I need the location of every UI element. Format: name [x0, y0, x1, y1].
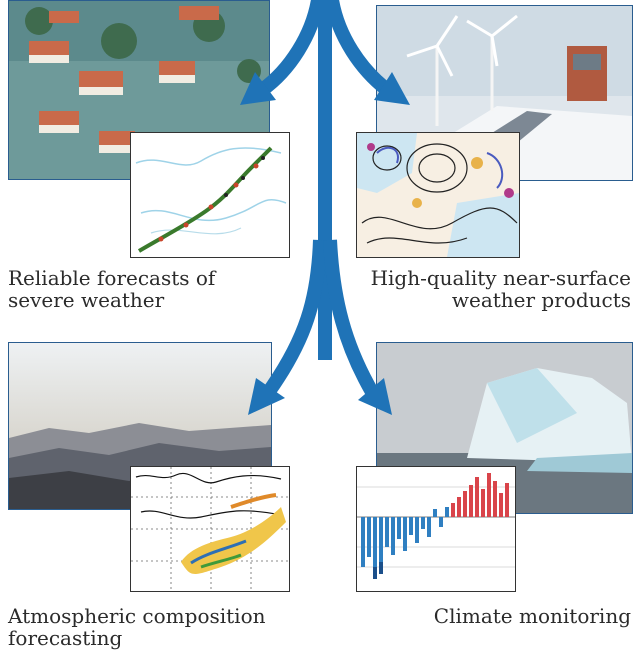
dust-plume-map: [130, 466, 290, 592]
arrow-shaft-bottom-right: [323, 239, 379, 396]
caption-line: Climate monitoring: [433, 604, 631, 628]
temperature-anomaly-chart: [356, 466, 516, 592]
arrow-shaft-bottom-left: [264, 239, 327, 395]
arrow-shaft-top-left: [257, 0, 325, 96]
storm-track-map: [130, 132, 290, 258]
caption-line: weather products: [451, 288, 631, 312]
caption-near-surface: High-quality near-surface weather produc…: [356, 267, 631, 311]
caption-line: severe weather: [8, 288, 165, 312]
caption-severe-weather: Reliable forecasts of severe weather: [8, 267, 268, 311]
caption-line: forecasting: [8, 626, 123, 650]
caption-line: Atmospheric composition: [8, 604, 266, 628]
caption-line: High-quality near-surface: [370, 266, 631, 290]
caption-line: Reliable forecasts of: [8, 266, 216, 290]
isobar-map: [356, 132, 520, 258]
caption-climate: Climate monitoring: [356, 605, 631, 627]
caption-atmospheric: Atmospheric composition forecasting: [8, 605, 288, 649]
